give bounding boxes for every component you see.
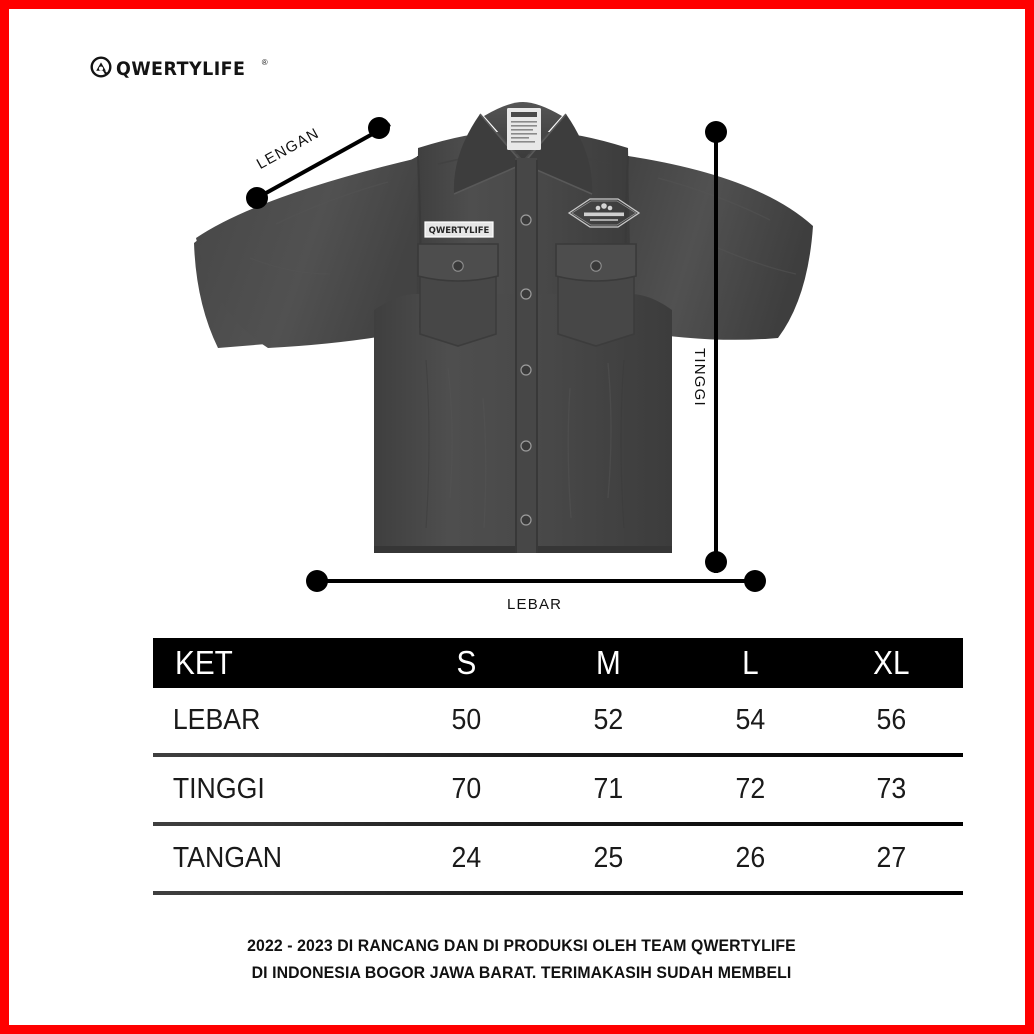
shirt-buttons [520,214,532,526]
shirt-left-pocket [417,243,499,347]
row-divider [153,753,963,757]
footer-line-1: 2022 - 2023 DI RANCANG DAN DI PRODUKSI O… [247,937,796,955]
tinggi-endpoint-top [705,121,727,143]
tinggi-endpoint-bottom [705,551,727,573]
column-header-l: L [741,644,759,681]
cell-tinggi-s: 70 [451,773,482,805]
cell-tangan-xl: 27 [876,842,907,874]
size-table: KET S M L XL LEBAR 50 52 54 56 TINGGI 70… [153,638,963,895]
tinggi-label: TINGGI [691,348,708,407]
lebar-measure-line [316,579,754,583]
cell-lebar-xl: 56 [876,704,907,736]
lengan-endpoint-start [246,187,268,209]
table-row: TANGAN 24 25 26 27 [153,826,963,891]
lebar-label: LEBAR [507,596,563,613]
cell-tangan-l: 26 [735,842,765,874]
footer-line-2: DI INDONESIA BOGOR JAWA BARAT. TERIMAKAS… [251,964,792,982]
cell-tinggi-m: 71 [593,773,624,805]
brand-wordmark: QWERTYLIFE [116,58,246,80]
row-label-tangan: TANGAN [172,842,283,874]
column-header-s: S [456,644,477,681]
row-label-tinggi: TINGGI [172,773,265,805]
name-tag-patch: QWERTYLIFE [424,221,494,238]
cell-lebar-l: 54 [735,704,765,736]
shirt-button-placket [515,158,537,553]
lebar-endpoint-right [744,570,766,592]
footer-credits: 2022 - 2023 DI RANCANG DAN DI PRODUKSI O… [18,933,1025,987]
product-photo: QWERTYLIFE [18,98,1025,618]
size-table-header-row: KET S M L XL [153,638,963,688]
registered-trademark-symbol: ® [261,58,268,67]
annotation-lengan: LENGAN [246,117,396,213]
lebar-endpoint-left [306,570,328,592]
column-header-ket: KET [175,644,233,681]
cell-tangan-m: 25 [593,842,624,874]
tinggi-measure-line [714,133,718,573]
shirt-right-sleeve [628,156,813,340]
shirt-illustration: QWERTYLIFE [194,102,813,553]
shirt-right-pocket [555,243,637,347]
column-header-xl: XL [873,644,910,681]
brand-logo: QWERTYLIFE ® [90,56,268,83]
cell-lebar-m: 52 [593,704,624,736]
qwertylife-circle-logo-icon [90,56,112,83]
chest-emblem-patch [567,198,641,228]
column-header-m: M [595,644,621,681]
svg-text:QWERTYLIFE: QWERTYLIFE [429,226,490,236]
row-label-lebar: LEBAR [172,704,261,736]
table-bottom-divider [153,891,963,895]
row-divider [153,822,963,826]
table-row: TINGGI 70 71 72 73 [153,757,963,822]
lengan-endpoint-end [368,117,390,139]
page-inner-canvas: QWERTYLIFE ® [18,18,1025,1025]
table-row: LEBAR 50 52 54 56 [153,688,963,753]
cell-tangan-s: 24 [451,842,482,874]
cell-tinggi-xl: 73 [876,773,907,805]
cell-lebar-s: 50 [451,704,482,736]
cell-tinggi-l: 72 [735,773,765,805]
